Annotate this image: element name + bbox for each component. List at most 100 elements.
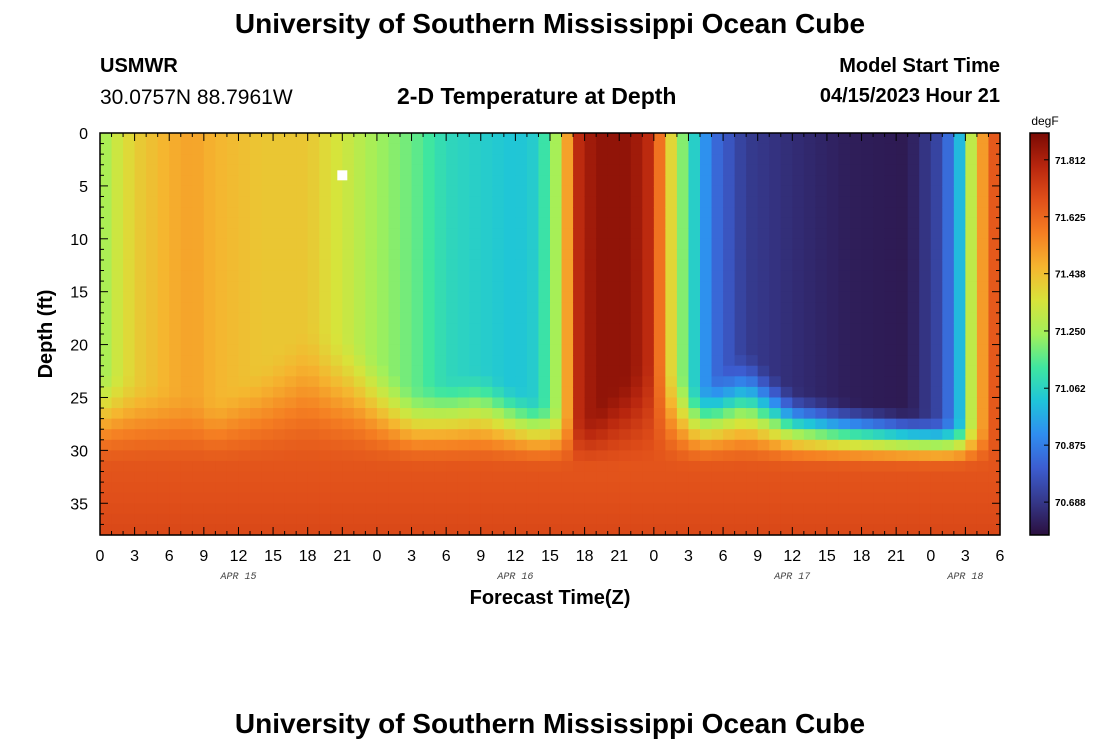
- heatmap-cell: [780, 418, 793, 430]
- heatmap-cell: [503, 323, 516, 335]
- heatmap-cell: [169, 334, 182, 346]
- heatmap-cell: [665, 429, 678, 441]
- heatmap-cell: [480, 312, 493, 325]
- heatmap-cell: [342, 386, 355, 399]
- heatmap-cell: [746, 408, 759, 420]
- heatmap-cell: [734, 185, 747, 198]
- heatmap-cell: [250, 249, 263, 261]
- heatmap-cell: [757, 185, 770, 198]
- heatmap-cell: [861, 217, 874, 229]
- heatmap-cell: [492, 270, 505, 282]
- heatmap-cell: [861, 207, 874, 219]
- heatmap-cell: [907, 355, 920, 367]
- heatmap-cell: [826, 408, 840, 420]
- heatmap-cell: [630, 259, 643, 272]
- heatmap-cell: [711, 185, 724, 198]
- heatmap-cell: [711, 482, 724, 494]
- heatmap-cell: [723, 492, 736, 504]
- heatmap-cell: [469, 439, 482, 451]
- heatmap-cell: [365, 143, 378, 155]
- heatmap-cell: [330, 175, 343, 187]
- heatmap-cell: [584, 365, 597, 377]
- heatmap-cell: [469, 418, 482, 430]
- heatmap-cell: [284, 164, 297, 176]
- heatmap-cell: [676, 196, 690, 208]
- heatmap-cell: [123, 482, 136, 494]
- heatmap-cell: [353, 154, 366, 166]
- heatmap-cell: [423, 207, 436, 219]
- heatmap-cell: [803, 143, 816, 155]
- heatmap-cell: [319, 302, 332, 314]
- heatmap-cell: [319, 281, 332, 293]
- heatmap-cell: [723, 270, 736, 282]
- heatmap-cell: [169, 154, 182, 166]
- heatmap-cell: [792, 323, 805, 335]
- heatmap-cell: [976, 185, 990, 198]
- heatmap-cell: [676, 334, 690, 346]
- heatmap-cell: [873, 238, 886, 250]
- heatmap-cell: [769, 249, 782, 261]
- heatmap-cell: [134, 228, 147, 240]
- heatmap-cell: [203, 334, 216, 346]
- heatmap-cell: [146, 291, 159, 303]
- heatmap-cell: [446, 355, 459, 367]
- heatmap-cell: [630, 513, 643, 526]
- station-name: USMWR: [100, 55, 178, 77]
- heatmap-cell: [192, 334, 205, 346]
- heatmap-cell: [400, 503, 413, 515]
- heatmap-cell: [342, 323, 355, 335]
- heatmap-cell: [896, 207, 909, 219]
- heatmap-cell: [803, 450, 816, 462]
- heatmap-cell: [480, 270, 493, 282]
- heatmap-cell: [723, 418, 736, 430]
- heatmap-cell: [111, 259, 124, 272]
- heatmap-cell: [526, 450, 540, 462]
- heatmap-cell: [596, 185, 609, 198]
- heatmap-cell: [180, 344, 193, 356]
- heatmap-cell: [111, 397, 124, 409]
- heatmap-cell: [734, 376, 747, 388]
- heatmap-cell: [296, 164, 309, 176]
- heatmap-cell: [838, 323, 851, 335]
- heatmap-cell: [584, 249, 597, 261]
- heatmap-cell: [965, 439, 978, 451]
- heatmap-cell: [180, 312, 193, 325]
- heatmap-cell: [353, 482, 366, 494]
- heatmap-cell: [792, 524, 805, 536]
- heatmap-cell: [411, 513, 424, 526]
- heatmap-cell: [826, 238, 840, 250]
- y-tick-label: 25: [70, 390, 88, 407]
- heatmap-cell: [873, 164, 886, 176]
- heatmap-cell: [469, 503, 482, 515]
- heatmap-cell: [665, 492, 678, 504]
- heatmap-cell: [988, 439, 1001, 451]
- heatmap-cell: [596, 397, 609, 409]
- heatmap-cell: [400, 281, 413, 293]
- heatmap-cell: [134, 302, 147, 314]
- heatmap-cell: [376, 143, 390, 155]
- heatmap-cell: [180, 217, 193, 229]
- heatmap-cell: [757, 355, 770, 367]
- heatmap-cell: [215, 513, 228, 526]
- heatmap-cell: [850, 460, 863, 473]
- heatmap-cell: [769, 386, 782, 399]
- heatmap-cell: [319, 386, 332, 399]
- heatmap-cell: [573, 344, 586, 356]
- heatmap-cell: [538, 334, 551, 346]
- day-label: APR 18: [946, 572, 983, 583]
- heatmap-cell: [261, 312, 274, 325]
- heatmap-cell: [423, 503, 436, 515]
- heatmap-cell: [400, 450, 413, 462]
- heatmap-cell: [988, 164, 1001, 176]
- heatmap-cell: [757, 196, 770, 208]
- x-tick-label: 15: [818, 548, 836, 565]
- heatmap-cell: [965, 228, 978, 240]
- heatmap-cell: [826, 323, 840, 335]
- heatmap-cell: [376, 217, 390, 229]
- heatmap-cell: [273, 503, 286, 515]
- heatmap-cell: [573, 270, 586, 282]
- heatmap-cell: [850, 334, 863, 346]
- heatmap-cell: [273, 228, 286, 240]
- heatmap-cell: [780, 207, 793, 219]
- heatmap-cell: [423, 344, 436, 356]
